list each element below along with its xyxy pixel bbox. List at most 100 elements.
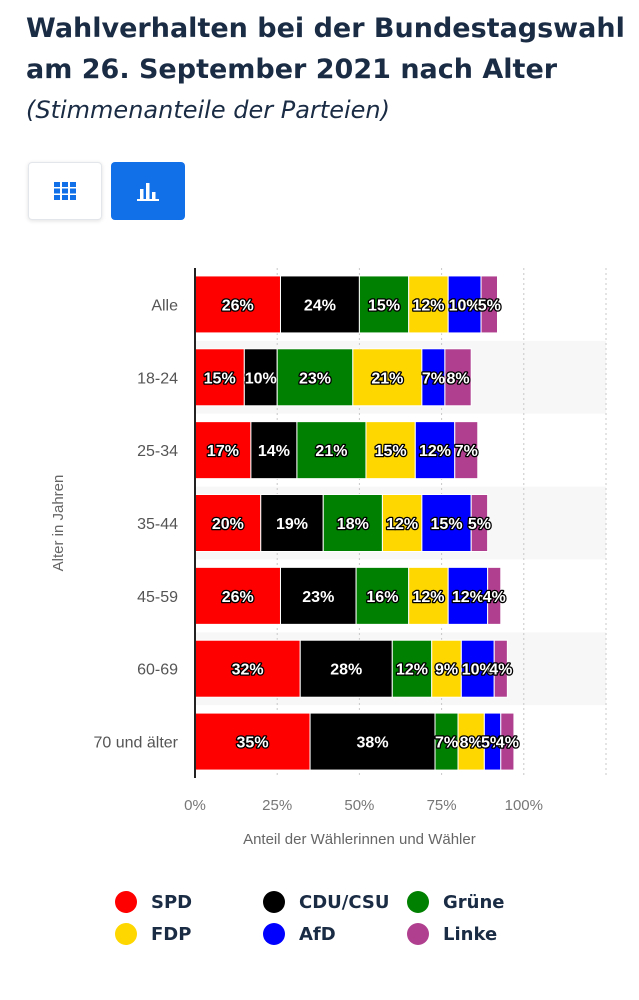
- bar-segment: [194, 566, 281, 625]
- bar-segment: [309, 712, 436, 771]
- data-label: 26%: [222, 297, 254, 314]
- legend-label: CDU/CSU: [299, 891, 390, 913]
- data-label: 21%: [371, 370, 403, 387]
- data-label: 4%: [496, 735, 519, 752]
- data-label: 12%: [386, 516, 418, 533]
- table-view-button[interactable]: [28, 162, 102, 220]
- data-label: 12%: [412, 297, 444, 314]
- legend-dot: [407, 923, 429, 945]
- legend-item[interactable]: FDP: [115, 922, 263, 946]
- data-label: 26%: [222, 589, 254, 606]
- data-label: 19%: [276, 516, 308, 533]
- data-label: 35%: [237, 735, 269, 752]
- category-label: 35-44: [137, 516, 178, 533]
- data-label: 14%: [258, 443, 290, 460]
- bar-segment: [358, 275, 410, 334]
- data-label: 12%: [452, 589, 484, 606]
- bar-segment: [194, 348, 245, 407]
- bar-segment: [480, 275, 498, 334]
- data-label: 15%: [431, 516, 463, 533]
- data-label: 10%: [449, 297, 481, 314]
- tick-label: 0%: [184, 797, 206, 814]
- legend-item[interactable]: SPD: [115, 890, 263, 914]
- data-label: 15%: [368, 297, 400, 314]
- data-label: 8%: [460, 735, 483, 752]
- bar-segment: [365, 421, 416, 480]
- data-label: 12%: [396, 662, 428, 679]
- legend-dot: [115, 923, 137, 945]
- bar-segment: [454, 421, 479, 480]
- legend-label: AfD: [299, 923, 336, 945]
- data-label: 5%: [468, 516, 491, 533]
- category-label: 45-59: [137, 589, 178, 606]
- data-label: 16%: [366, 589, 398, 606]
- bar-segment: [194, 712, 311, 771]
- data-label: 7%: [435, 735, 458, 752]
- legend-label: Linke: [443, 923, 498, 945]
- category-label: 25-34: [137, 443, 178, 460]
- legend-dot: [115, 891, 137, 913]
- data-label: 24%: [304, 297, 336, 314]
- category-label: 18-24: [137, 370, 178, 387]
- bar-segment: [276, 348, 354, 407]
- data-label: 32%: [232, 662, 264, 679]
- legend-label: Grüne: [443, 891, 505, 913]
- data-label: 5%: [481, 735, 504, 752]
- bar-chart-icon: [137, 183, 159, 201]
- category-label: Alle: [151, 297, 178, 314]
- data-label: 23%: [299, 370, 331, 387]
- data-label: 12%: [412, 589, 444, 606]
- legend-dot: [263, 891, 285, 913]
- data-label: 10%: [245, 370, 277, 387]
- grid-icon: [54, 182, 76, 200]
- tick-label: 100%: [505, 797, 543, 814]
- tick-label: 25%: [262, 797, 292, 814]
- category-label: 70 und älter: [93, 735, 178, 752]
- data-label: 5%: [478, 297, 501, 314]
- data-label: 20%: [212, 516, 244, 533]
- bar-segment: [194, 421, 252, 480]
- tick-label: 75%: [427, 797, 457, 814]
- data-label: 15%: [375, 443, 407, 460]
- data-label: 4%: [489, 662, 512, 679]
- data-label: 7%: [422, 370, 445, 387]
- data-label: 4%: [483, 589, 506, 606]
- bar-segment: [322, 494, 383, 552]
- legend-item[interactable]: CDU/CSU: [263, 890, 407, 914]
- data-label: 7%: [455, 443, 478, 460]
- bar-segment: [296, 421, 367, 480]
- bar-segment: [470, 494, 489, 552]
- y-axis-title: Alter in Jahren: [50, 475, 67, 572]
- legend-item[interactable]: Grüne: [407, 890, 527, 914]
- tick-label: 50%: [344, 797, 374, 814]
- bar-segment: [457, 712, 485, 771]
- data-label: 10%: [462, 662, 494, 679]
- data-label: 17%: [207, 443, 239, 460]
- legend-label: FDP: [151, 923, 192, 945]
- data-label: 28%: [330, 662, 362, 679]
- legend-item[interactable]: AfD: [263, 922, 407, 946]
- bar-segment: [355, 566, 410, 625]
- chart-subtitle: (Stimmenanteile der Parteien): [26, 96, 390, 124]
- legend-dot: [263, 923, 285, 945]
- legend: SPD CDU/CSU Grüne FDP AfD Linke: [115, 890, 535, 946]
- bar-segment: [250, 421, 298, 480]
- bar-segment: [279, 566, 357, 625]
- bar-segment: [487, 566, 502, 625]
- legend-label: SPD: [151, 891, 193, 913]
- bar-segment: [243, 348, 278, 407]
- bar-segment: [493, 639, 508, 698]
- data-label: 21%: [315, 443, 347, 460]
- data-label: 8%: [446, 370, 469, 387]
- legend-item[interactable]: Linke: [407, 922, 527, 946]
- legend-dot: [407, 891, 429, 913]
- chart-title: Wahlverhalten bei der Bundestagswahl am …: [26, 13, 625, 85]
- data-label: 15%: [204, 370, 236, 387]
- bar-segment: [444, 348, 472, 407]
- bar-segment: [447, 566, 489, 625]
- chart-view-button[interactable]: [111, 162, 185, 220]
- data-label: 9%: [435, 662, 458, 679]
- data-label: 18%: [337, 516, 369, 533]
- data-label: 12%: [419, 443, 451, 460]
